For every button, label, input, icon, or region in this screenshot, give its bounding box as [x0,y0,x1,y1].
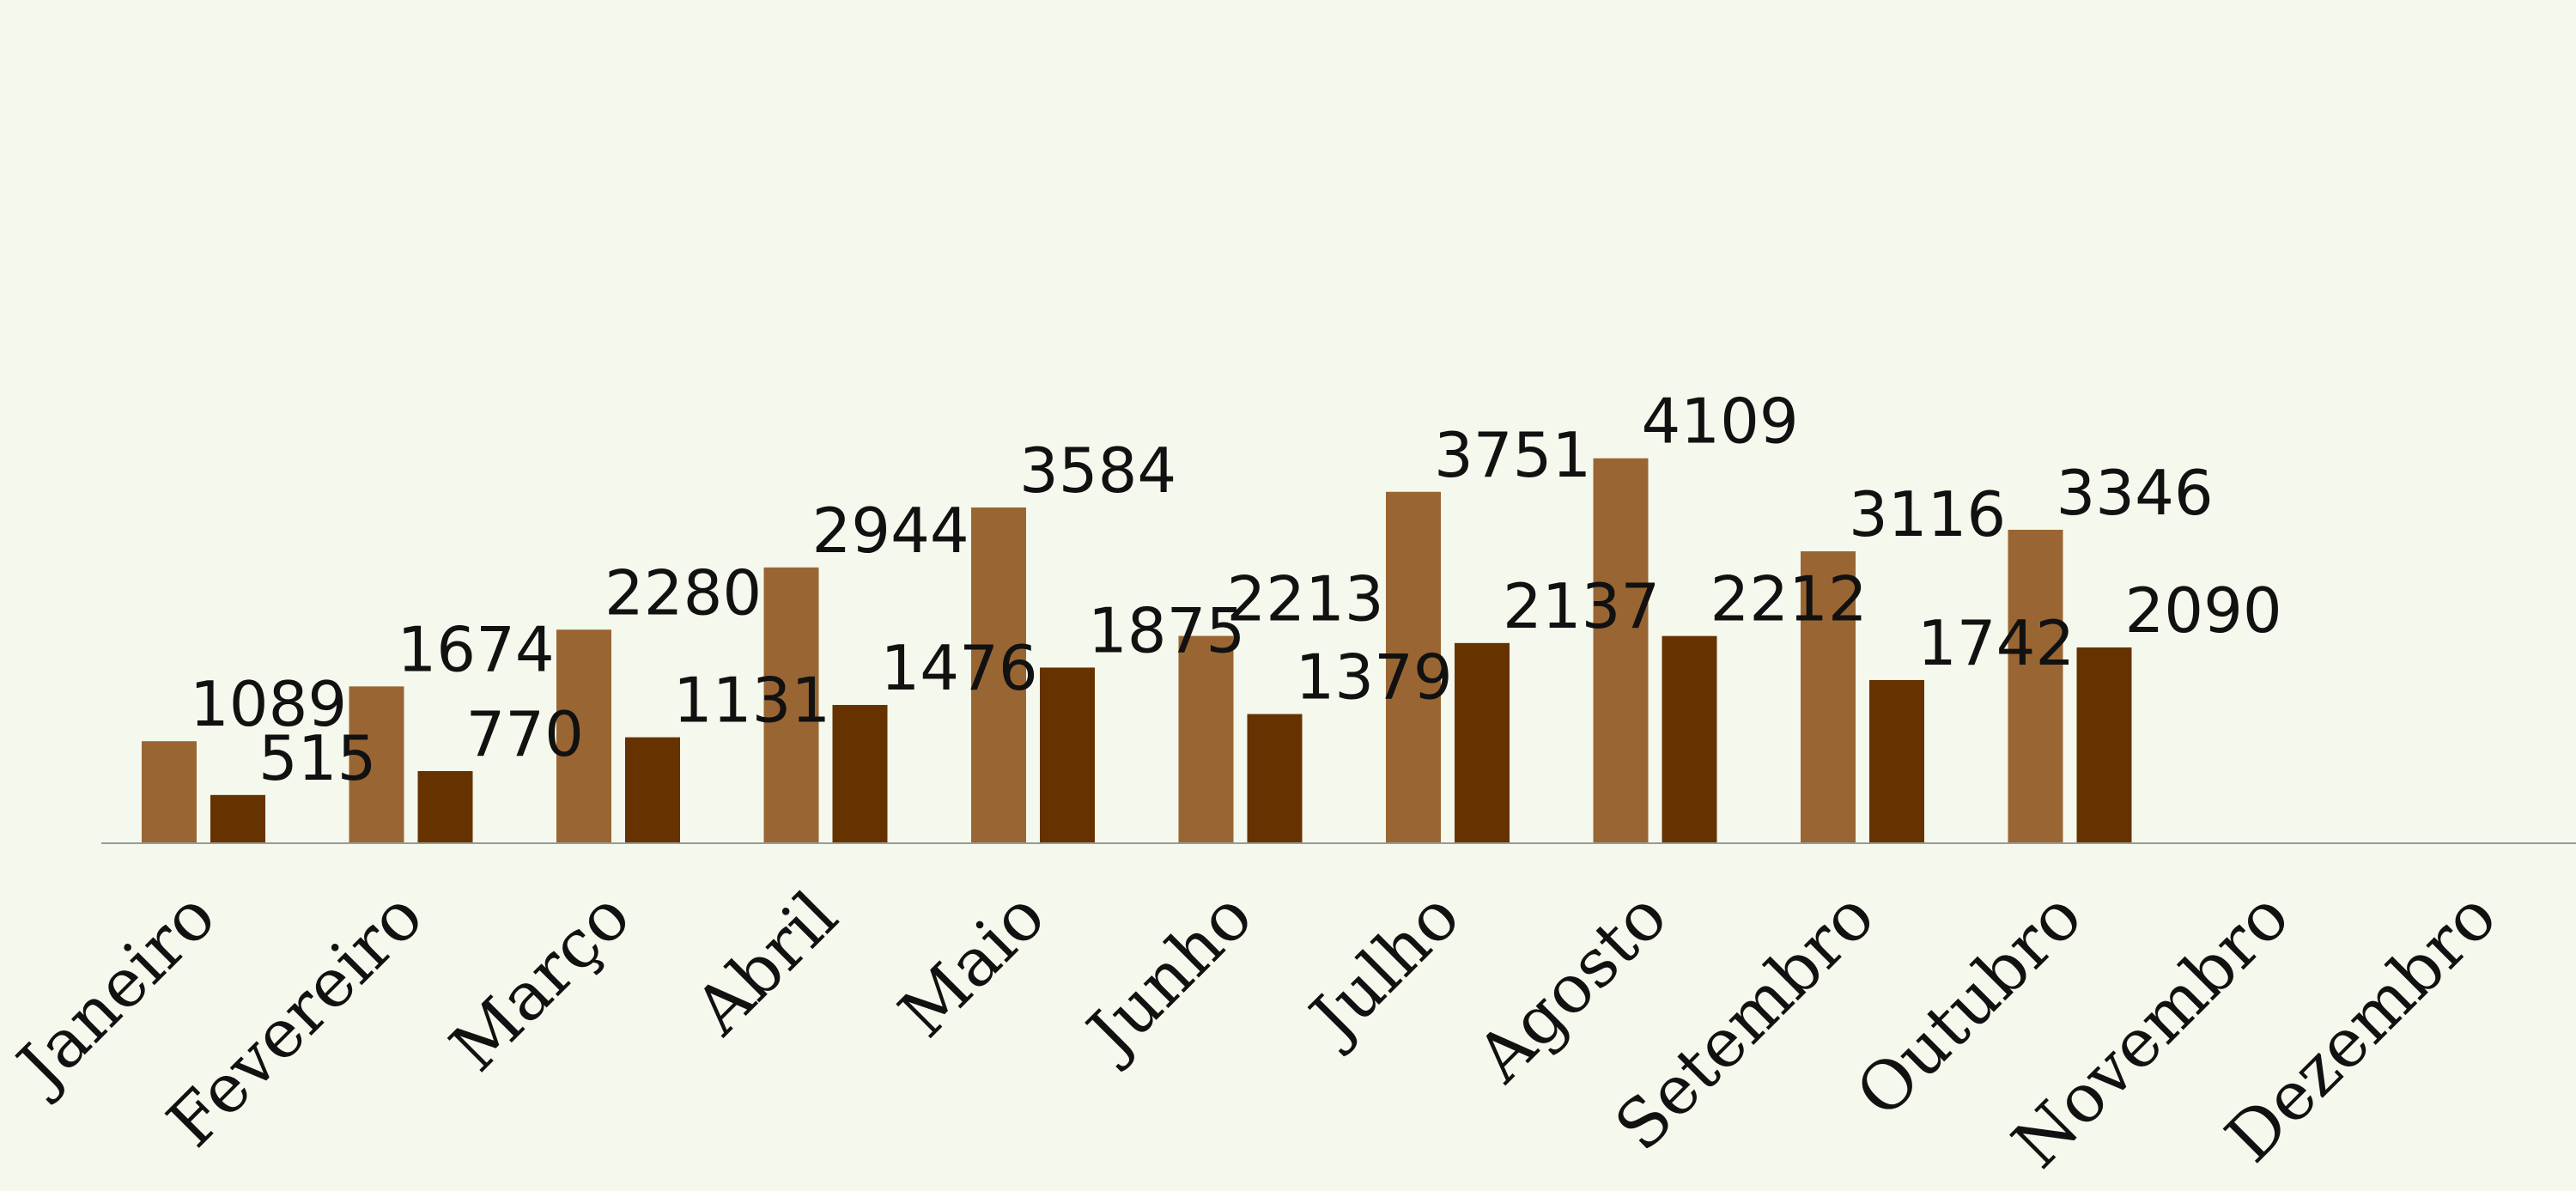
bar-maio-series-2 [1040,667,1095,843]
bar-julho-series-1 [1386,491,1441,843]
value-label-abril-series-2: 1476 [881,632,1038,704]
category-label-julho: Julho [1292,878,1475,1060]
bar-janeiro-series-2 [210,794,265,843]
bar-junho-series-1 [1178,635,1234,843]
value-label-janeiro-series-1: 1089 [190,668,347,740]
bar-junho-series-2 [1247,714,1303,843]
value-label-maio-series-2: 1875 [1088,594,1245,666]
category-label-março: Março [436,878,645,1086]
value-label-maio-series-1: 3584 [1019,434,1176,507]
value-label-setembro-series-2: 1742 [1917,607,2075,679]
bar-abril-series-1 [763,567,819,843]
bar-março-series-1 [556,629,611,843]
bar-outubro-series-2 [2076,647,2132,843]
value-label-outubro-series-2: 2090 [2125,574,2282,647]
bar-julho-series-2 [1455,642,1510,843]
bar-outubro-series-1 [2008,529,2063,843]
value-label-agosto-series-1: 4109 [1642,386,1799,458]
value-label-março-series-2: 1131 [673,665,830,737]
bar-fevereiro-series-2 [417,770,473,843]
category-label-maio: Maio [885,878,1060,1053]
value-label-março-series-1: 2280 [605,556,762,629]
value-label-outubro-series-1: 3346 [2057,457,2214,529]
bar-agosto-series-2 [1662,635,1717,843]
value-label-julho-series-2: 2137 [1503,570,1660,642]
value-label-junho-series-2: 1379 [1296,641,1453,714]
value-label-janeiro-series-2: 515 [258,722,376,794]
bars-layer [142,458,2132,843]
category-label-abril: Abril [680,878,853,1050]
value-labels-layer: 1089515167477022801131294414763584187522… [190,386,2282,794]
bar-abril-series-2 [832,704,888,843]
value-label-fevereiro-series-1: 1674 [398,613,555,685]
bar-setembro-series-2 [1869,679,1924,843]
bar-setembro-series-1 [1801,551,1856,843]
bar-maio-series-1 [971,507,1026,843]
bar-janeiro-series-1 [142,741,197,843]
category-label-junho: Junho [1069,878,1267,1075]
value-label-junho-series-1: 2213 [1227,563,1384,635]
bar-agosto-series-1 [1593,458,1649,843]
bar-março-series-2 [625,737,680,843]
value-label-abril-series-1: 2944 [812,495,969,567]
bar-fevereiro-series-1 [349,686,404,843]
value-label-julho-series-1: 3751 [1434,419,1591,491]
value-label-agosto-series-2: 2212 [1710,563,1868,635]
value-label-fevereiro-series-2: 770 [466,698,584,770]
value-label-setembro-series-1: 3116 [1849,478,2006,550]
